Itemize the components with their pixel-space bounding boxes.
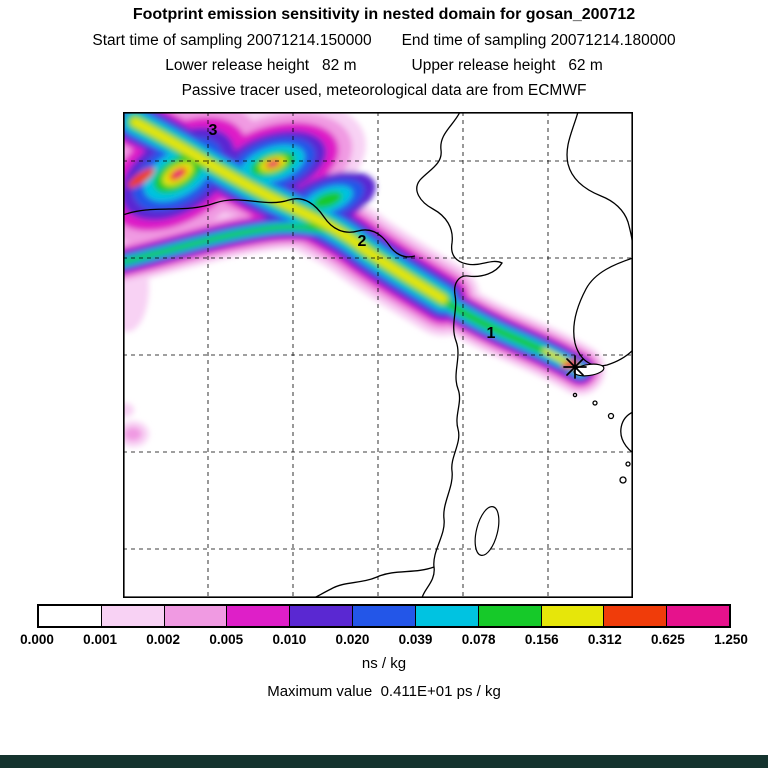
colorbar-tick-label: 0.625 xyxy=(651,632,685,647)
upper-release-text: Upper release height 62 m xyxy=(411,57,603,74)
colorbar-cell xyxy=(39,606,102,626)
colorbar-labels: 0.000 0.001 0.002 0.005 0.010 0.020 0.039 0.078… xyxy=(20,632,748,650)
map-svg: 1 2 3 xyxy=(123,112,633,598)
colorbar-tick-label: 0.001 xyxy=(83,632,117,647)
end-time-text: End time of sampling 20071214.180000 xyxy=(401,32,676,49)
tracer-line: Passive tracer used, meteorological data… xyxy=(0,82,768,100)
plume-marker-3: 3 xyxy=(209,122,218,139)
map-border xyxy=(123,112,633,598)
colorbar-cell xyxy=(164,606,228,626)
figure-title: Footprint emission sensitivity in nested… xyxy=(132,6,636,23)
plume-layer xyxy=(123,112,605,447)
taiwan-island xyxy=(474,506,500,556)
colorbar-tick-label: 1.250 xyxy=(714,632,748,647)
map-panel: 1 2 3 xyxy=(123,112,633,598)
colorbar-cell xyxy=(604,606,668,626)
colorbar-tick-label: 0.312 xyxy=(587,632,622,647)
plume-marker-2: 2 xyxy=(358,233,367,250)
colorbar-tick-label: 0.078 xyxy=(461,632,496,647)
start-time-text: Start time of sampling 20071214.150000 xyxy=(92,32,372,49)
colorbar-cell xyxy=(541,606,605,626)
colorbar-tick-label: 0.010 xyxy=(272,632,307,647)
release-height-line: Lower release height 82 m Upper release … xyxy=(0,57,768,75)
plume-marker-1: 1 xyxy=(487,325,496,342)
bottom-bar xyxy=(0,755,768,768)
colorbar-cell xyxy=(290,606,354,626)
colorbar-cell xyxy=(667,606,729,626)
colorbar-units: ns / kg xyxy=(361,655,407,672)
colorbar-cells xyxy=(39,606,729,626)
colorbar-cell xyxy=(353,606,416,626)
colorbar-tick-label: 0.020 xyxy=(335,632,370,647)
colorbar-tick-label: 0.156 xyxy=(524,632,559,647)
colorbar-tick-label: 0.005 xyxy=(209,632,244,647)
lower-release-text: Lower release height 82 m xyxy=(165,57,357,74)
tracer-text: Passive tracer used, meteorological data… xyxy=(181,82,587,99)
grid-lines xyxy=(123,112,633,598)
colorbar-tick-label: 0.000 xyxy=(20,632,54,647)
colorbar xyxy=(37,604,731,628)
coastlines xyxy=(123,112,633,598)
plume-markers: 1 2 3 xyxy=(209,122,496,342)
release-star-icon xyxy=(563,355,587,379)
colorbar-cell xyxy=(101,606,165,626)
colorbar-tick-label: 0.039 xyxy=(398,632,433,647)
colorbar-cell xyxy=(478,606,542,626)
colorbar-tick-label: 0.002 xyxy=(146,632,181,647)
sampling-time-line: Start time of sampling 20071214.150000 E… xyxy=(0,32,768,50)
max-value-text: Maximum value 0.411E+01 ps / kg xyxy=(267,683,501,700)
colorbar-cell xyxy=(415,606,479,626)
figure-header: Footprint emission sensitivity in nested… xyxy=(0,6,768,107)
colorbar-cell xyxy=(227,606,291,626)
